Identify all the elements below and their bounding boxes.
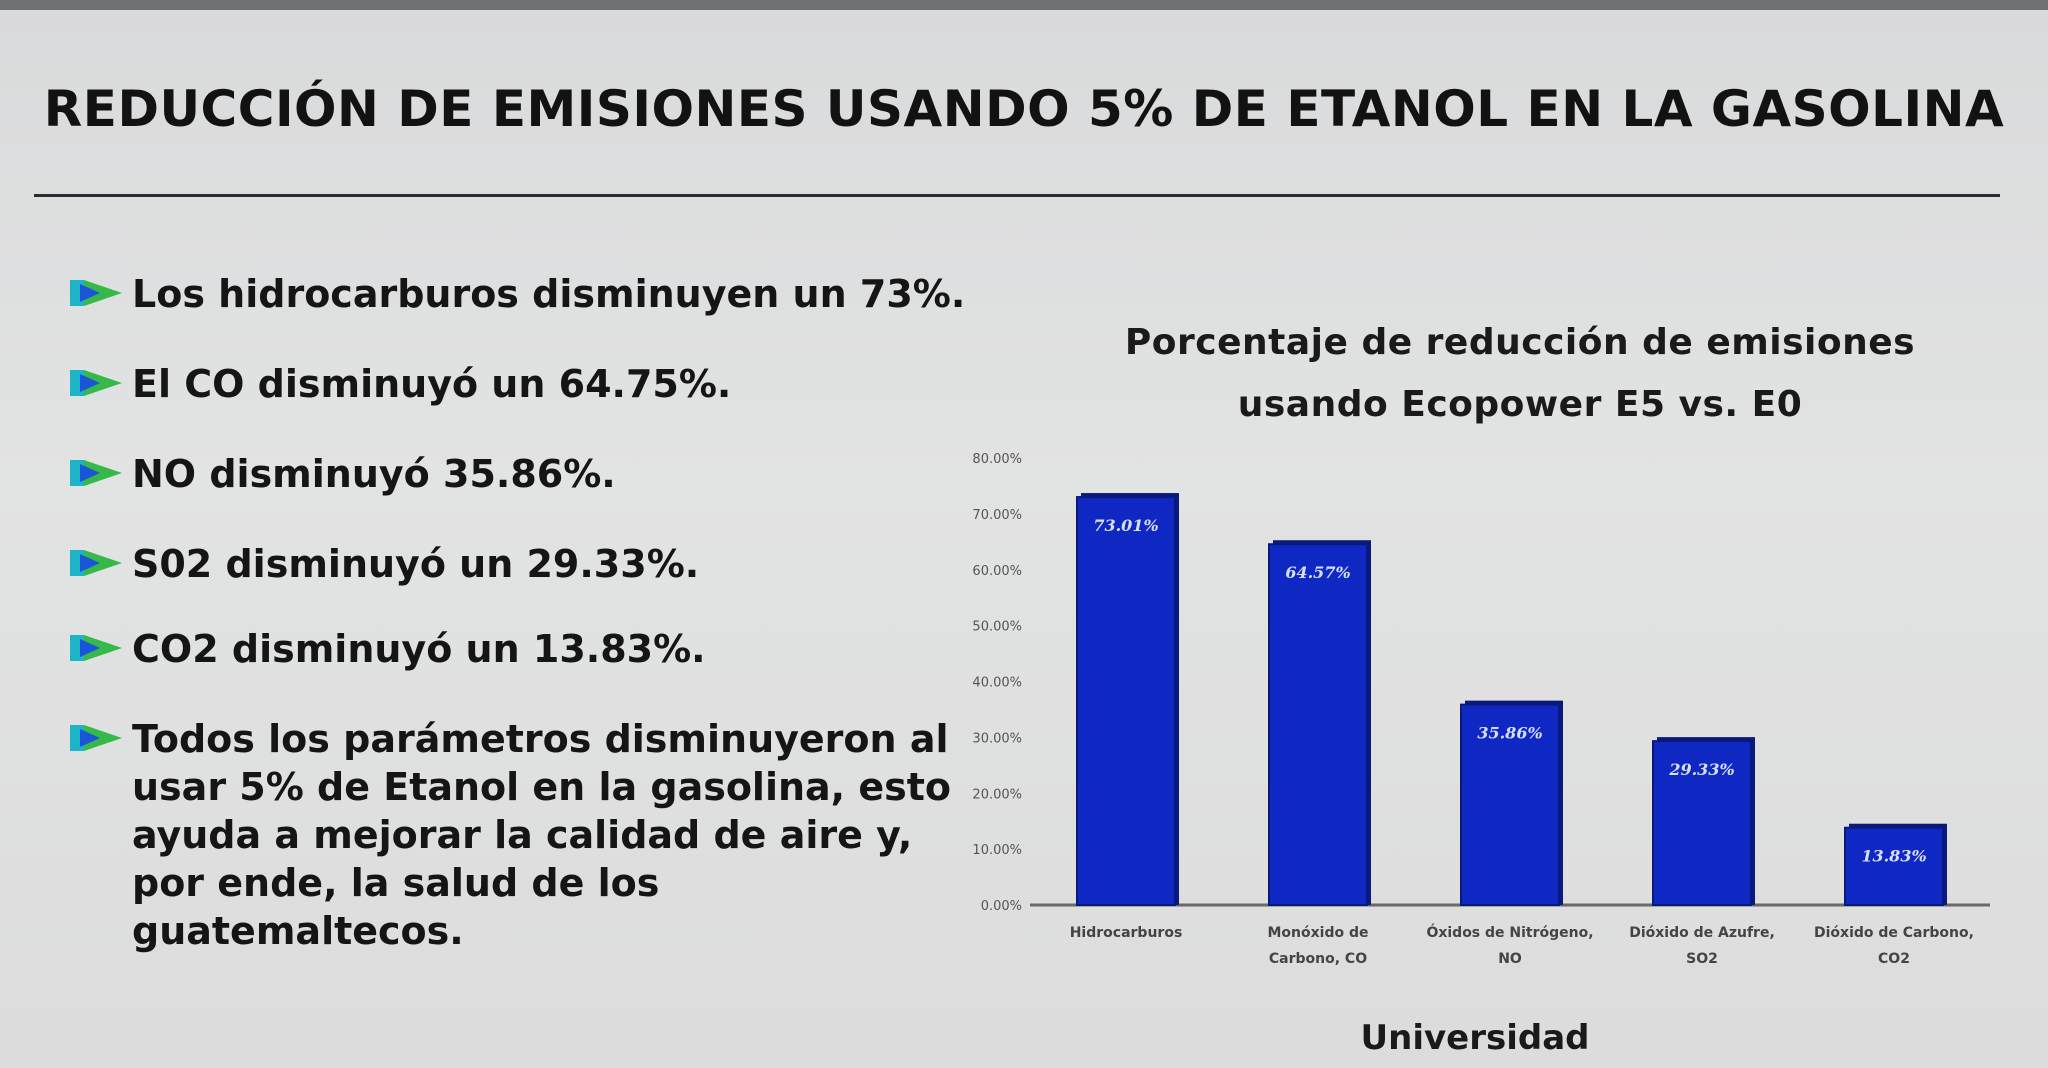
bullet-item: Los hidrocarburos disminuyen un 73%. xyxy=(70,270,965,318)
bullet-item: El CO disminuyó un 64.75%. xyxy=(70,360,731,408)
bullet-text: S02 disminuyó un 29.33%. xyxy=(132,542,700,586)
y-tick-label: 70.00% xyxy=(972,508,1022,523)
bar-chart: 0.00% 10.00% 20.00% 30.00% 40.00% 50.00% 60.00… xyxy=(972,452,1990,967)
title-divider xyxy=(34,194,2000,197)
x-tick-label: Monóxido de xyxy=(1268,925,1369,941)
bullet-item: NO disminuyó 35.86%. xyxy=(70,450,616,498)
chart-title: Porcentaje de reducción de emisiones usa… xyxy=(1040,312,2000,436)
y-tick-label: 40.00% xyxy=(972,676,1022,691)
y-tick-label: 30.00% xyxy=(972,731,1022,746)
arrow-bullet-icon xyxy=(70,635,122,661)
arrow-bullet-icon xyxy=(70,370,122,396)
footer-text: Universidad xyxy=(1360,1018,1590,1058)
y-tick-label: 10.00% xyxy=(972,843,1022,858)
slide-title: REDUCCIÓN DE EMISIONES USANDO 5% DE ETAN… xyxy=(43,80,2005,138)
bullet-item: Todos los parámetros disminuyeron al usa… xyxy=(70,715,952,955)
bar xyxy=(1652,740,1752,906)
x-tick-label: SO2 xyxy=(1686,951,1718,967)
x-tick-label: Óxidos de Nitrógeno, xyxy=(1426,923,1593,941)
y-tick-label: 20.00% xyxy=(972,787,1022,802)
arrow-bullet-icon xyxy=(70,550,122,576)
bullet-text: Los hidrocarburos disminuyen un 73%. xyxy=(132,272,966,316)
bar xyxy=(1076,496,1176,907)
y-tick-label: 50.00% xyxy=(972,620,1022,635)
bar xyxy=(1460,703,1560,907)
bullet-text: Todos los parámetros disminuyeron al usa… xyxy=(132,717,952,953)
chart-title-line: usando Ecopower E5 vs. E0 xyxy=(1237,384,1803,425)
y-tick-label: 80.00% xyxy=(972,452,1022,467)
bullet-text: El CO disminuyó un 64.75%. xyxy=(132,362,732,406)
arrow-bullet-icon xyxy=(70,725,122,751)
bullet-item: S02 disminuyó un 29.33%. xyxy=(70,540,699,588)
chart-title-line: Porcentaje de reducción de emisiones xyxy=(1124,322,1916,363)
y-tick-label: 60.00% xyxy=(972,564,1022,579)
bullet-text: CO2 disminuyó un 13.83%. xyxy=(132,627,706,671)
x-tick-label: Dióxido de Carbono, xyxy=(1814,925,1974,941)
arrow-bullet-icon xyxy=(70,280,122,306)
bar xyxy=(1268,543,1368,907)
bar-data-label: 64.57% xyxy=(1285,563,1350,582)
x-tick-label: Hidrocarburos xyxy=(1070,925,1183,941)
top-border xyxy=(0,0,2048,10)
x-tick-label: Carbono, CO xyxy=(1269,951,1367,967)
bar xyxy=(1844,826,1944,907)
arrow-bullet-icon xyxy=(70,460,122,486)
x-tick-label: NO xyxy=(1498,951,1522,967)
bar-data-label: 29.33% xyxy=(1668,760,1734,779)
bullet-item: CO2 disminuyó un 13.83%. xyxy=(70,625,706,673)
bar-data-label: 13.83% xyxy=(1861,847,1926,866)
x-tick-label: Dióxido de Azufre, xyxy=(1629,925,1775,941)
bar-data-label: 73.01% xyxy=(1093,516,1158,535)
bullet-text: NO disminuyó 35.86%. xyxy=(132,452,616,496)
y-tick-label: 0.00% xyxy=(981,899,1022,914)
bar-data-label: 35.86% xyxy=(1477,724,1542,743)
x-tick-label: CO2 xyxy=(1878,951,1910,967)
